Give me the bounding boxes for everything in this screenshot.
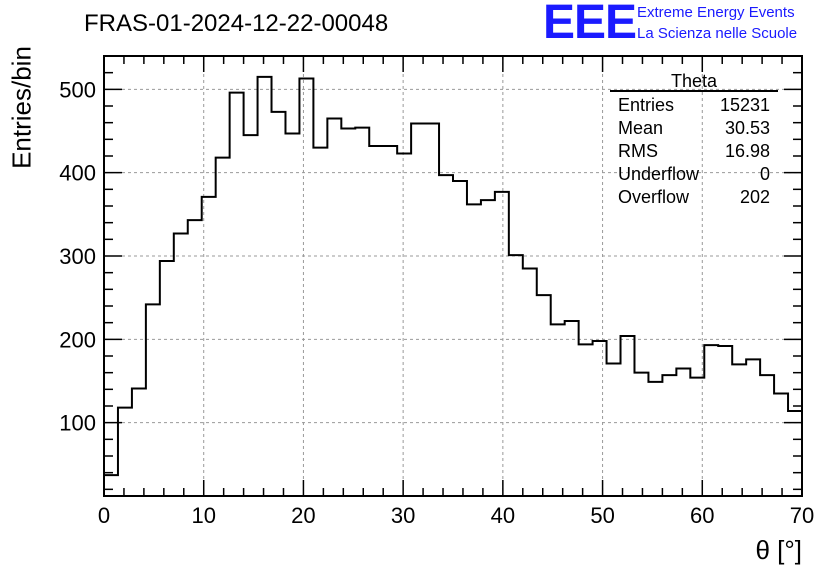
histogram-bin [397,154,411,497]
stats-row-mean: Mean 30.53 [610,117,778,140]
histogram-bin [313,148,327,496]
histogram-bin [704,345,718,496]
stats-label: Entries [618,95,675,115]
histogram-bin [537,295,551,496]
y-axis-label: Entries/bin [6,46,37,169]
histogram-bin [579,344,593,496]
histogram-bin [495,192,509,496]
stats-value: 15231 [719,95,770,115]
stats-label: Overflow [618,187,690,207]
histogram-bin [299,79,313,497]
stats-value: 0 [759,164,770,184]
histogram-bin [341,129,355,497]
histogram-bin [174,234,188,497]
stats-row-rms: RMS 16.98 [610,140,778,163]
histogram-bin [551,324,565,496]
histogram-series-line [104,75,802,477]
histogram-bin [188,220,202,496]
eee-logo: EEE [543,0,637,49]
org-name-line1: Extreme Energy Events [637,4,795,21]
histogram-bin [425,124,439,497]
stats-label: RMS [618,141,658,161]
x-axis-label: θ [°] [755,535,802,565]
histogram-bin [648,382,662,496]
histogram-bin [146,304,160,496]
histogram-bin [327,119,341,497]
x-tick-label: 50 [590,503,614,528]
histogram-bin [732,364,746,496]
stats-row-entries: Entries 15231 [610,94,778,117]
histogram-bin [132,389,146,497]
histogram-bin [230,93,244,496]
y-tick-label: 100 [59,411,96,436]
histogram-bin [258,77,272,496]
stats-title: Theta [610,72,778,92]
stats-label: Underflow [618,164,700,184]
histogram-bin [467,204,481,496]
x-tick-label: 40 [491,503,515,528]
histogram-bin [607,364,621,497]
x-tick-label: 60 [690,503,714,528]
histogram-bin [104,475,118,496]
x-tick-label: 10 [191,503,215,528]
stats-label: Mean [618,118,664,138]
histogram-bin [118,408,132,496]
histogram-bin [202,197,216,496]
histogram-bin [272,112,286,496]
y-tick-label: 300 [59,244,96,269]
histogram-bin [285,134,299,497]
x-tick-label: 30 [391,503,415,528]
histogram-bin [509,255,523,496]
x-tick-label: 0 [98,503,110,528]
stats-row-underflow: Underflow 0 [610,163,778,186]
histogram-bin [634,373,648,496]
histogram-bin [621,336,635,496]
histogram-bin [523,269,537,497]
histogram-bin [369,146,383,496]
histogram-bin [355,128,369,496]
stats-value: 202 [739,187,770,207]
histogram-bin [244,135,258,496]
histogram-bin [760,375,774,496]
stats-value: 30.53 [724,118,770,138]
histogram-bin [216,158,230,496]
histogram-bin [788,411,802,496]
y-tick-label: 400 [59,161,96,186]
histogram-bin [160,261,174,496]
histogram-bin [453,181,467,496]
histogram-bin [383,146,397,496]
stats-value: 16.98 [724,141,770,161]
plot-frame [103,55,803,497]
y-tick-label: 500 [59,77,96,102]
histogram-bin [662,375,676,496]
org-name-line2: La Scienza nelle Scuole [637,25,798,42]
stats-row-overflow: Overflow 202 [610,186,778,209]
y-tick-label: 200 [59,327,96,352]
histogram-bin [718,346,732,496]
histogram-bin [690,378,704,496]
histogram-bin [676,369,690,497]
x-tick-label: 70 [790,503,814,528]
histogram-bin [774,394,788,497]
stats-box: Theta Entries 15231 Mean 30.53 RMS 16.98… [610,72,778,209]
histogram-bin [593,341,607,496]
histogram-bin [439,175,453,496]
histogram-bin [746,359,760,496]
histogram-bin [565,321,579,496]
histogram-bin [481,200,495,496]
histogram-bin [411,124,425,497]
x-tick-label: 20 [291,503,315,528]
chart-title: FRAS-01-2024-12-22-00048 [84,10,389,37]
